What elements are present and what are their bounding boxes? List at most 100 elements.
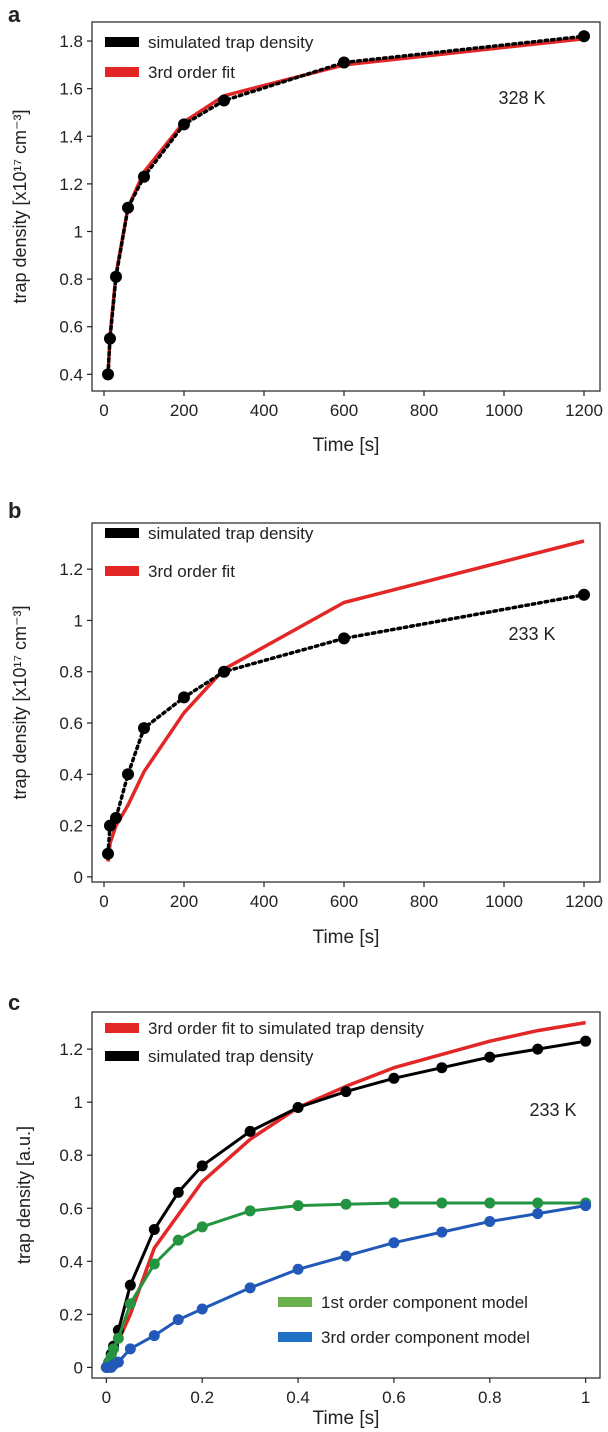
data-point [148,1330,160,1342]
data-point [110,270,122,283]
y-axis-label: trap density [x10¹⁷ cm⁻³] [10,109,30,303]
data-point [148,1223,160,1235]
data-point [172,1314,184,1326]
legend-swatch [105,528,139,538]
data-point [122,768,134,781]
x-tick-label: 800 [410,892,438,911]
x-tick-label: 600 [330,401,358,420]
x-tick-label: 0.8 [478,1388,502,1407]
data-point [110,811,122,824]
data-point [218,665,230,678]
series-3rd-order-component-model [100,1200,592,1373]
x-tick-label: 200 [170,892,198,911]
legend-label: 1st order component model [321,1293,528,1312]
plot-frame [91,522,601,883]
chart-panel-b: b 0 200 400 600 800 1000 1200 0 0.2 0.4 0.6 0.8 1 1.2 T… [8,498,603,948]
x-tick-label: 0 [99,892,108,911]
x-tick-label: 1200 [565,401,603,420]
data-point [436,1226,448,1238]
y-tick-label: 0 [74,1358,83,1377]
data-point [244,1205,256,1217]
y-tick-label: 0.2 [59,817,83,836]
data-point [244,1125,256,1137]
legend-label: 3rd order fit [148,63,235,82]
x-tick-label: 0.4 [286,1388,310,1407]
x-axis-label: Time [s] [313,927,380,948]
data-point [196,1160,208,1172]
x-tick-label: 0.6 [382,1388,406,1407]
legend-label: simulated trap density [148,1047,314,1066]
x-tick-label: 0 [102,1388,111,1407]
data-point [338,632,350,645]
data-point [218,94,230,107]
data-point [196,1303,208,1315]
x-tick-label: 1000 [485,892,523,911]
data-point [124,1298,136,1310]
y-tick-label: 1.8 [59,32,83,51]
x-axis-label: Time [s] [313,435,380,456]
data-point [340,1250,352,1262]
legend-swatch [105,566,139,576]
temperature-annotation: 328 K [498,88,545,108]
x-tick-label: 400 [250,401,278,420]
data-point [532,1043,544,1055]
data-point [484,1216,496,1228]
data-point [172,1186,184,1198]
y-tick-label: 1.4 [59,127,83,146]
series-3rd-order-fit [106,539,585,862]
chart-panel-c: c 0 0.2 0.4 0.6 0.8 1 0 0.2 0.4 0.6 0.8 1 1.2 Time [s]… [8,990,601,1429]
y-tick-label: 0 [74,868,83,887]
data-point [124,1343,136,1355]
plot-frame [91,1011,601,1379]
data-point [388,1237,400,1249]
data-point [244,1282,256,1294]
data-point [484,1051,496,1063]
data-point [196,1221,208,1233]
data-point [138,722,150,735]
y-tick-label: 0.8 [59,270,83,289]
legend-swatch [278,1332,312,1342]
data-point [148,1258,160,1270]
data-point [108,1343,120,1355]
plot-frame [91,21,601,392]
x-tick-label: 0.2 [190,1388,214,1407]
panel-label: b [8,498,21,523]
y-tick-label: 1 [74,222,83,241]
legend-swatch [105,37,139,47]
y-tick-label: 0.6 [59,318,83,337]
data-point [172,1234,184,1246]
y-tick-label: 0.2 [59,1305,83,1324]
data-point [292,1200,304,1212]
data-point [112,1356,124,1368]
data-point [102,368,114,381]
data-point [340,1198,352,1210]
y-tick-label: 1.2 [59,1040,83,1059]
y-tick-label: 0.8 [59,663,83,682]
data-point [436,1197,448,1209]
legend-swatch [278,1297,312,1307]
y-tick-label: 0.4 [59,1252,83,1271]
y-axis-label: trap density [x10¹⁷ cm⁻³] [10,605,30,799]
y-tick-label: 1.6 [59,80,83,99]
x-axis-label: Time [s] [313,1408,380,1429]
y-tick-label: 0.6 [59,1199,83,1218]
legend-label: 3rd order component model [321,1328,530,1347]
temperature-annotation: 233 K [508,624,555,644]
y-tick-label: 0.4 [59,365,83,384]
y-tick-label: 1 [74,1093,83,1112]
temperature-annotation: 233 K [529,1100,576,1120]
legend-swatch [105,67,139,77]
legend-label: simulated trap density [148,33,314,52]
data-point [104,332,116,345]
data-point [484,1197,496,1209]
series-line [106,539,585,862]
y-axis-label: trap density [a.u.] [14,1126,34,1264]
x-tick-label: 800 [410,401,438,420]
y-tick-label: 1 [74,611,83,630]
data-point [124,1279,136,1291]
y-tick-label: 1.2 [59,560,83,579]
panel-label: c [8,990,20,1015]
data-point [388,1072,400,1084]
x-tick-label: 1000 [485,401,523,420]
